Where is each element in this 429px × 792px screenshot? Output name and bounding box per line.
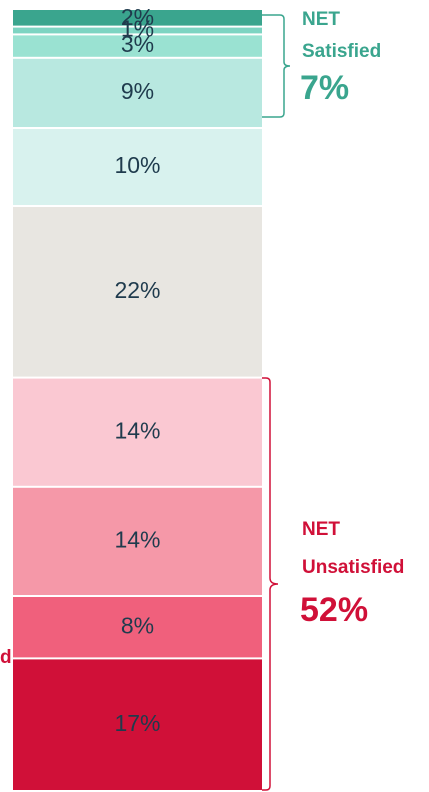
data-label: 14% [114,417,160,443]
annotation: Unsatisfied [302,557,404,578]
bar-segment [13,487,262,595]
bar-segment [13,378,262,486]
data-label: 1% [121,16,154,42]
annotation: NET [302,9,340,30]
bar-segment [13,27,262,34]
bar-segment [13,207,262,377]
data-label: 9% [121,78,154,104]
bar-segment [13,35,262,57]
bar-segment [13,659,262,790]
annotation: Satisfied [302,41,381,62]
annotation: 7% [300,69,349,107]
data-label: 17% [114,710,160,736]
data-label: 8% [121,612,154,638]
data-label: 10% [114,152,160,178]
bar-segment [13,10,262,26]
bracket [262,377,279,791]
bar-segment [13,597,262,658]
annotation: d [0,647,12,668]
data-label: 2% [121,4,154,30]
bracket [262,14,291,118]
annotation: 52% [300,591,368,629]
bar-stack [13,10,262,790]
annotation: NET [302,519,340,540]
bar-segment [13,58,262,127]
bar-segment [13,129,262,205]
data-label: 3% [121,31,154,57]
data-label: 14% [114,526,160,552]
data-label: 22% [114,277,160,303]
